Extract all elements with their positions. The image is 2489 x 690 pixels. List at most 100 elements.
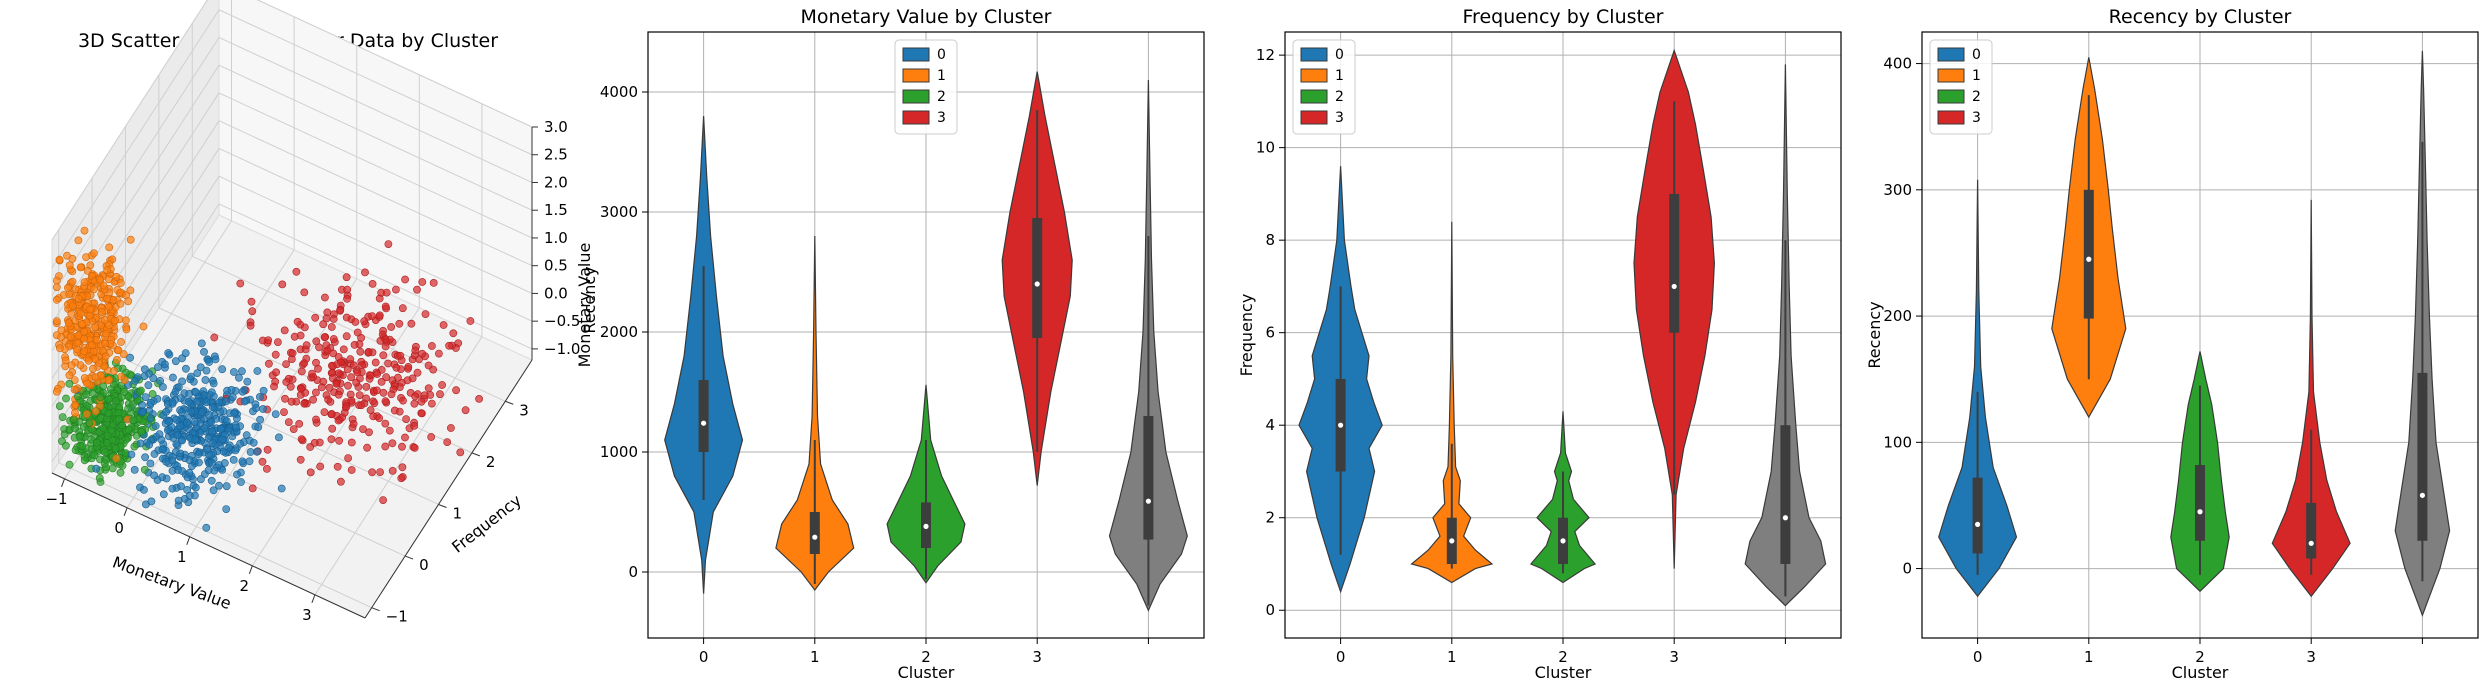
scatter-point-c3 <box>424 384 433 393</box>
scatter-point-c1 <box>90 249 98 258</box>
monetary-ytick-label-2: 2000 <box>600 323 638 341</box>
scatter-point-c3 <box>328 424 337 433</box>
scatter-point-c1 <box>80 327 88 336</box>
scatter-point-c0 <box>162 407 170 416</box>
scatter-point-c3 <box>418 349 427 358</box>
scatter-point-c3 <box>388 439 397 448</box>
scatter-point-c3 <box>334 369 343 378</box>
scatter-point-c0 <box>271 410 280 418</box>
scatter-point-c3 <box>384 240 393 248</box>
scatter-point-c3 <box>322 314 331 323</box>
monetary-iqr-box-3 <box>1032 218 1043 338</box>
scatter-point-c1 <box>89 364 97 373</box>
scatter-point-c2 <box>100 459 109 468</box>
scatter-point-c3 <box>439 321 448 329</box>
scatter-point-c0 <box>168 484 177 493</box>
scatter-point-c2 <box>78 442 87 451</box>
scatter-point-c0 <box>202 366 211 375</box>
scatter-point-c0 <box>208 403 217 412</box>
frequency-legend-label-1: 1 <box>1335 68 1344 84</box>
scatter-point-c0 <box>130 465 139 474</box>
scatter-point-c3 <box>445 341 453 350</box>
scatter-point-c1 <box>65 371 74 380</box>
scatter-point-c0 <box>162 457 170 466</box>
scatter-point-c0 <box>147 497 156 506</box>
scatter-point-c3 <box>398 304 407 313</box>
scatter-point-c1 <box>122 316 130 325</box>
recency-xtick-label-2: 2 <box>2195 648 2205 666</box>
scatter-point-c0 <box>171 357 180 366</box>
scatter-point-c0 <box>138 401 146 409</box>
recency-legend-label-2: 2 <box>1972 89 1981 105</box>
scatter-point-c2 <box>104 409 113 418</box>
recency-legend-swatch-1 <box>1937 68 1965 83</box>
monetary-ytick-label-3: 3000 <box>600 203 638 221</box>
scatter-point-c1 <box>91 355 99 363</box>
scatter-3d-ytick-label-4: 3 <box>519 401 529 419</box>
recency-legend-label-1: 1 <box>1972 68 1981 84</box>
frequency-violin-panel: Frequency by Cluster Cluster Frequency 0… <box>1237 6 1842 682</box>
scatter-point-c2 <box>80 456 89 465</box>
scatter-point-c3 <box>452 386 460 395</box>
scatter-point-c2 <box>130 442 139 451</box>
scatter-point-c3 <box>355 391 364 399</box>
scatter-point-c1 <box>84 356 93 365</box>
scatter-point-c3 <box>287 397 296 406</box>
scatter-point-c3 <box>387 390 396 399</box>
scatter-point-c1 <box>71 408 79 417</box>
frequency-iqr-box-all <box>1780 425 1791 564</box>
scatter-point-c1 <box>74 236 83 245</box>
monetary-legend-swatch-3 <box>902 110 930 125</box>
scatter-point-c2 <box>74 392 82 401</box>
scatter-point-c3 <box>236 279 245 288</box>
monetary-median-all <box>1145 498 1151 504</box>
scatter-point-c2 <box>108 436 117 444</box>
monetary-violin-panel: Monetary Value by Cluster Cluster 0 1000 2… <box>600 6 1205 682</box>
monetary-legend-swatch-1 <box>902 68 930 83</box>
scatter-3d-xtick-label-0: −1 <box>45 490 67 508</box>
scatter-point-c3 <box>393 373 402 382</box>
scatter-point-c2 <box>99 382 108 391</box>
recency-violin-0 <box>1938 179 2018 598</box>
scatter-point-c3 <box>327 323 336 331</box>
scatter-3d-ztick-label-8: 3.0 <box>544 118 568 136</box>
scatter-point-c3 <box>316 462 325 471</box>
scatter-point-c1 <box>110 366 118 375</box>
recency-xtick-label-3: 3 <box>2306 648 2316 666</box>
scatter-point-c0 <box>259 405 267 413</box>
scatter-point-c3 <box>375 414 384 422</box>
scatter-point-c3 <box>446 424 455 432</box>
scatter-point-c3 <box>466 317 475 325</box>
scatter-point-c0 <box>253 367 262 375</box>
scatter-point-c0 <box>187 407 196 416</box>
scatter-point-c3 <box>339 345 348 354</box>
frequency-median-2 <box>1560 538 1566 544</box>
frequency-ytick-label-4: 8 <box>1265 231 1275 249</box>
scatter-point-c3 <box>333 462 342 471</box>
back-grid-z-4 <box>218 92 533 239</box>
scatter-point-c1 <box>91 322 99 331</box>
recency-legend-swatch-2 <box>1937 89 1965 104</box>
scatter-point-c2 <box>85 419 94 427</box>
scatter-point-c3 <box>427 433 436 441</box>
back-grid-z-5 <box>218 64 533 211</box>
scatter-point-c3 <box>210 333 219 342</box>
scatter-point-c3 <box>397 474 406 483</box>
recency-xtick-label-1: 1 <box>2084 648 2094 666</box>
scatter-point-c3 <box>293 317 302 326</box>
scatter-point-c3 <box>365 428 373 437</box>
scatter-point-c3 <box>377 377 386 386</box>
scatter-point-c3 <box>391 285 400 294</box>
side-grid-z-8 <box>51 0 208 241</box>
scatter-point-c3 <box>346 355 355 364</box>
monetary-chart-title: Monetary Value by Cluster <box>801 6 1052 28</box>
scatter-point-c2 <box>124 425 133 434</box>
scatter-3d-xtick-label-3: 2 <box>240 577 250 595</box>
scatter-point-c3 <box>382 288 391 297</box>
scatter-point-c3 <box>375 311 384 320</box>
scatter-point-c3 <box>411 392 420 401</box>
scatter-point-c3 <box>347 466 356 474</box>
scatter-3d-xtick-label-1: 0 <box>114 519 124 537</box>
scatter-point-c1 <box>119 350 128 359</box>
